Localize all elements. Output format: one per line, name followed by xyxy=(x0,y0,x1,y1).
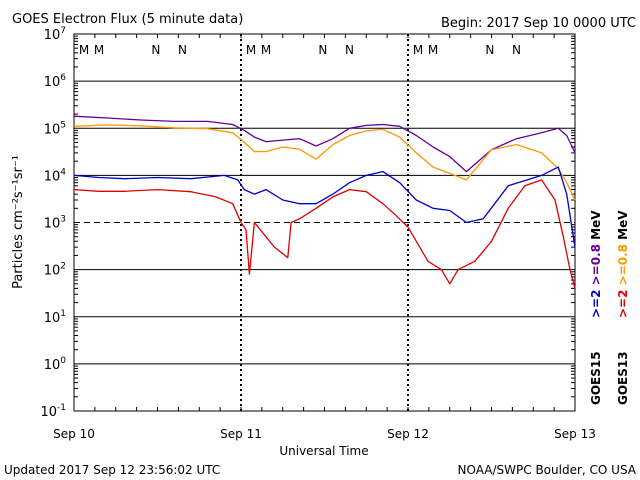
y-axis: 10-1 100 101 102 103 104 105 106 107 xyxy=(40,26,575,420)
y-tick-label: 10-1 xyxy=(40,403,66,420)
begin-time: Begin: 2017 Sep 10 0000 UTC xyxy=(441,16,636,31)
mn-marker: M xyxy=(428,43,438,57)
mn-marker: N xyxy=(345,43,354,57)
series-line xyxy=(73,179,576,289)
y-axis-label: Particles cm⁻²s⁻¹sr⁻¹ xyxy=(11,155,26,289)
y-tick-label: 103 xyxy=(44,215,66,232)
legend-entry: >=2 >=0.8 MeV xyxy=(616,210,630,318)
x-tick-label: Sep 12 xyxy=(387,427,429,441)
y-tick-label: 101 xyxy=(44,309,66,326)
y-tick-label: 105 xyxy=(44,120,66,137)
y-tick-label: 107 xyxy=(44,26,66,43)
y-tick-label: 106 xyxy=(44,73,67,90)
mn-marker: M xyxy=(246,43,256,57)
x-tick-label: Sep 11 xyxy=(220,427,262,441)
x-tick-label: Sep 13 xyxy=(554,427,596,441)
series-line xyxy=(73,115,576,173)
updated-time: Updated 2017 Sep 12 23:56:02 UTC xyxy=(4,463,220,477)
mn-marker: M xyxy=(261,43,271,57)
plot-area xyxy=(74,34,575,411)
x-axis: Sep 10 Sep 11 Sep 12 Sep 13 xyxy=(53,34,596,441)
mn-marker: N xyxy=(318,43,327,57)
mn-marker: M xyxy=(413,43,423,57)
mn-marker: N xyxy=(512,43,521,57)
mn-marker: N xyxy=(151,43,160,57)
legend-satellite: GOES13 xyxy=(616,351,630,405)
mn-marker: M xyxy=(94,43,104,57)
x-tick-label: Sep 10 xyxy=(53,427,95,441)
x-axis-label: Universal Time xyxy=(279,444,368,458)
mn-marker: M xyxy=(79,43,89,57)
y-tick-label: 104 xyxy=(44,167,67,184)
legend-entry: >=2 >=0.8 MeV xyxy=(589,210,603,318)
credit-text: NOAA/SWPC Boulder, CO USA xyxy=(458,463,637,477)
legend-satellite: GOES15 xyxy=(589,351,603,405)
series-line xyxy=(73,166,576,248)
data-series xyxy=(73,115,576,289)
mn-marker: N xyxy=(178,43,187,57)
y-tick-label: 102 xyxy=(44,262,66,279)
mn-marker: N xyxy=(485,43,494,57)
series-line xyxy=(73,124,576,201)
y-tick-label: 100 xyxy=(44,356,67,373)
legend: GOES15 >=2 >=0.8 MeV GOES13 >=2 >=0.8 MeV xyxy=(589,210,630,405)
chart-title: GOES Electron Flux (5 minute data) xyxy=(12,12,243,27)
